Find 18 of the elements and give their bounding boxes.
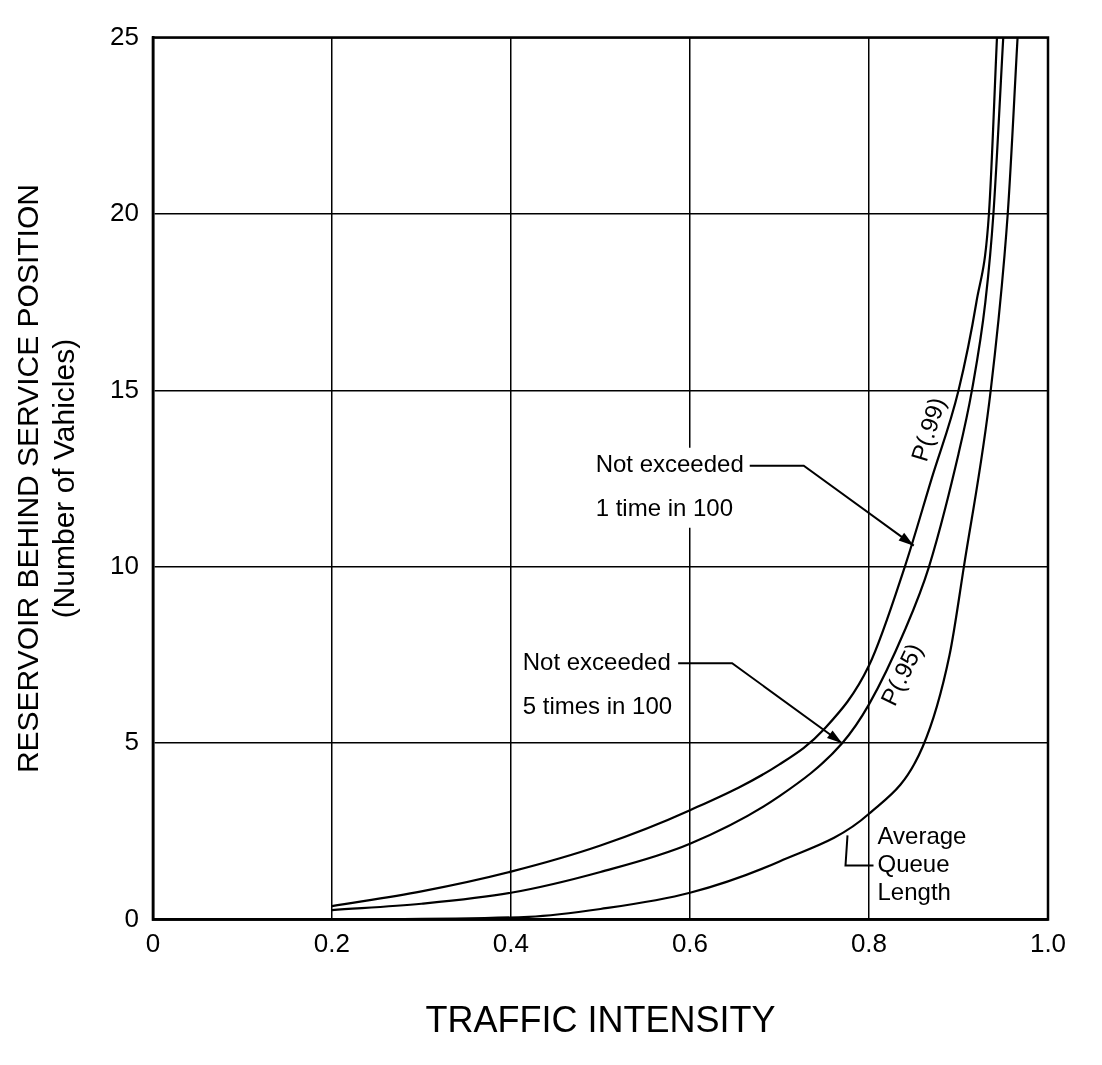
x-tick-label: 0.6 — [671, 928, 709, 959]
y-tick-label: 0 — [124, 902, 139, 933]
y-tick-label: 20 — [110, 197, 139, 228]
y-tick-label: 5 — [124, 726, 139, 757]
x-axis-title: TRAFFIC INTENSITY — [425, 999, 776, 1041]
x-tick-label: 0.4 — [492, 928, 530, 959]
annotation: Not exceeded 5 times in 100 — [522, 647, 673, 719]
y-tick-label: 25 — [110, 20, 139, 51]
y-axis-title: RESERVOIR BEHIND SERVICE POSITION (Number of Vahicles) — [11, 184, 81, 774]
annotation: Average Queue Length — [877, 822, 967, 906]
x-tick-label: 0 — [145, 928, 161, 959]
x-tick-label: 0.2 — [313, 928, 351, 959]
y-tick-label: 15 — [110, 373, 139, 404]
annotation: Not exceeded 1 time in 100 — [595, 450, 744, 522]
y-tick-label: 10 — [110, 549, 139, 580]
text: P(.99) — [905, 394, 951, 465]
x-tick-label: 0.8 — [850, 928, 888, 959]
x-tick-label: 1.0 — [1029, 928, 1067, 959]
